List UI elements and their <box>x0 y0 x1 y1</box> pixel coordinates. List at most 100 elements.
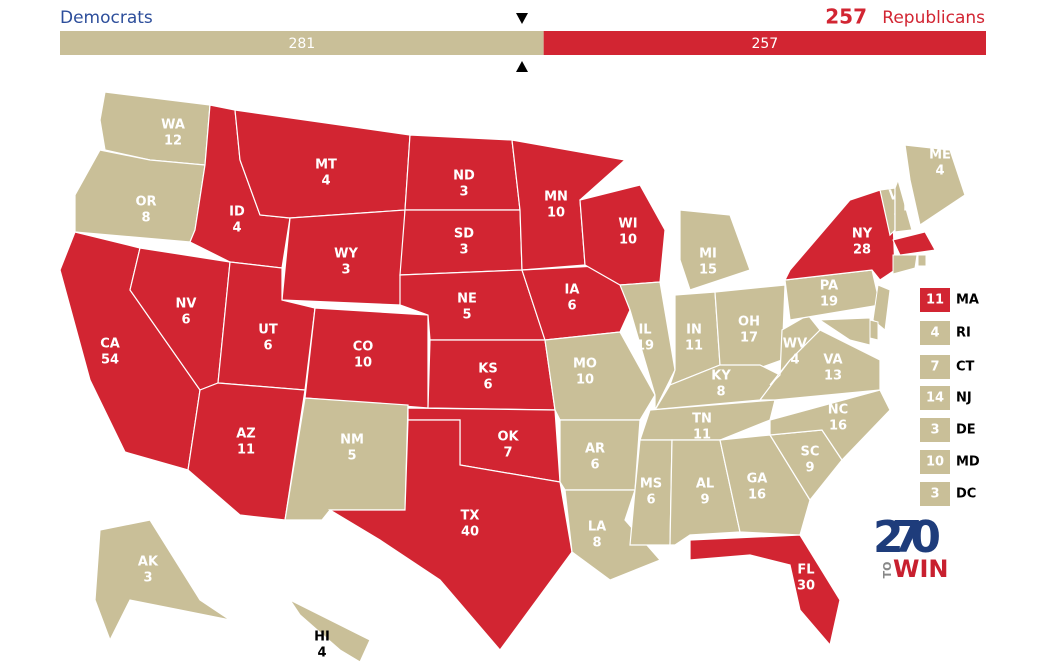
logo-number: 270 <box>873 512 941 563</box>
state-votes: 11 <box>237 443 255 458</box>
small-state-votes: 3 <box>930 423 939 438</box>
logo-win: WIN <box>893 555 949 583</box>
state <box>894 178 913 233</box>
state-abbr: UT <box>258 323 278 338</box>
small-state-votes: 10 <box>926 455 944 470</box>
small-state-votes: 11 <box>926 293 944 308</box>
state-votes: 15 <box>699 263 717 278</box>
state <box>904 144 966 226</box>
state-abbr: PA <box>820 279 838 294</box>
republicans-total: 257 <box>825 5 867 29</box>
state-abbr: AR <box>585 442 605 457</box>
state-abbr: CO <box>353 340 374 355</box>
state-abbr: WV <box>783 337 807 352</box>
state-votes: 4 <box>790 353 799 368</box>
state-abbr: HI <box>314 630 330 645</box>
democrats-bar <box>60 31 544 55</box>
state <box>639 399 776 441</box>
small-state-box <box>920 288 950 312</box>
state-votes: 12 <box>164 134 182 149</box>
small-state-votes: 7 <box>930 360 939 375</box>
state-votes: 54 <box>101 353 119 368</box>
state-abbr: IA <box>565 283 580 298</box>
state <box>769 314 821 386</box>
state <box>783 189 896 281</box>
state-abbr: KY <box>711 369 731 384</box>
logo-to: TO <box>881 562 894 579</box>
small-state-box <box>920 386 950 410</box>
state-votes: 11 <box>693 428 711 443</box>
state <box>94 519 231 642</box>
small-state-abbr: MD <box>956 455 980 470</box>
state-abbr: NE <box>457 292 477 307</box>
state-votes: 16 <box>748 488 766 503</box>
state-votes: 3 <box>459 243 468 258</box>
republicans-label: Republicans <box>882 8 985 28</box>
state-votes: 8 <box>592 536 601 551</box>
state-votes: 5 <box>462 308 471 323</box>
small-state-abbr: CT <box>956 360 975 375</box>
state-votes: 3 <box>341 263 350 278</box>
state-votes: 8 <box>141 211 150 226</box>
state-votes: 6 <box>263 339 272 354</box>
state-abbr: WA <box>161 118 185 133</box>
state-abbr: NY <box>852 227 873 242</box>
state-votes: 6 <box>483 378 492 393</box>
state-votes: 19 <box>820 295 838 310</box>
small-state <box>869 319 879 341</box>
state-abbr: MO <box>573 357 597 372</box>
state-abbr: MI <box>699 247 717 262</box>
state-votes: 11 <box>685 339 703 354</box>
state-abbr: SC <box>801 445 820 460</box>
state-abbr: SD <box>454 227 474 242</box>
state-votes: 5 <box>347 449 356 464</box>
small-state-abbr: DC <box>956 487 976 502</box>
state-abbr: TN <box>692 412 712 427</box>
state-abbr: WI <box>618 217 637 232</box>
state-abbr: LA <box>588 520 606 535</box>
small-state-votes: 14 <box>926 391 944 406</box>
state-votes: 6 <box>646 493 655 508</box>
small-state-box <box>920 418 950 442</box>
state-votes: 8 <box>716 385 725 400</box>
state-abbr: AK <box>138 555 159 570</box>
logo: 270 TO WIN <box>873 512 949 583</box>
state-votes: 6 <box>590 458 599 473</box>
small-state-box <box>920 482 950 506</box>
state-votes: 13 <box>824 369 842 384</box>
state-abbr: WY <box>334 247 358 262</box>
state-abbr: OH <box>738 315 760 330</box>
state-votes: 6 <box>181 313 190 328</box>
small-state <box>892 231 936 256</box>
state <box>629 439 673 546</box>
state-votes: 4 <box>321 174 330 189</box>
state <box>288 598 371 663</box>
state-votes: 7 <box>503 446 512 461</box>
state-abbr: MS <box>640 477 662 492</box>
state-abbr: GA <box>747 472 768 487</box>
state <box>187 382 306 521</box>
state-votes: 4 <box>935 164 944 179</box>
small-state <box>872 284 891 331</box>
state-votes: 3 <box>459 185 468 200</box>
state-votes: 3 <box>143 571 152 586</box>
small-state-box <box>920 321 950 345</box>
small-state-votes: 3 <box>930 487 939 502</box>
state-abbr: ID <box>229 205 245 220</box>
small-state-votes: 4 <box>930 326 939 341</box>
state-votes: 28 <box>853 243 871 258</box>
state <box>719 434 811 536</box>
state-abbr: AZ <box>236 427 256 442</box>
marker-bottom <box>516 61 528 72</box>
small-state-abbr: DE <box>956 423 976 438</box>
state-abbr: TX <box>461 509 480 524</box>
state-abbr: MT <box>315 158 337 173</box>
small-state-abbr: MA <box>956 293 979 308</box>
state-votes: 10 <box>619 233 637 248</box>
state-abbr: IL <box>638 323 651 338</box>
state-abbr: VA <box>823 353 842 368</box>
state-abbr: AL <box>696 477 714 492</box>
state-votes: 4 <box>232 221 241 236</box>
state <box>679 209 751 291</box>
